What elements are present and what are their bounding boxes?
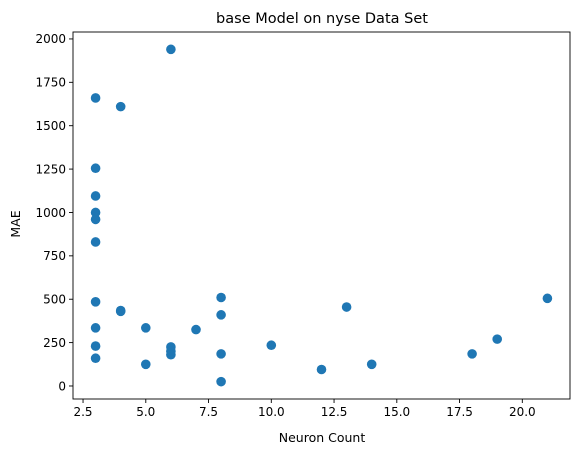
data-point bbox=[90, 341, 101, 351]
data-point bbox=[140, 359, 151, 370]
y-axis-label: MAE bbox=[8, 210, 23, 237]
plot-area bbox=[72, 31, 571, 400]
data-point bbox=[90, 297, 101, 307]
x-axis-label: Neuron Count bbox=[279, 430, 366, 445]
x-tick-label: 5.0 bbox=[136, 405, 155, 419]
y-tick-label: 1750 bbox=[35, 76, 66, 90]
y-tick-label: 0 bbox=[58, 379, 66, 393]
data-point bbox=[90, 323, 101, 333]
y-tick-label: 1000 bbox=[35, 206, 66, 220]
data-point bbox=[90, 93, 101, 103]
data-point bbox=[90, 191, 101, 201]
x-tick-label: 17.5 bbox=[446, 405, 473, 419]
data-point bbox=[115, 306, 126, 317]
data-point bbox=[467, 349, 477, 359]
data-point bbox=[115, 101, 126, 112]
data-point bbox=[316, 364, 327, 375]
data-point bbox=[216, 310, 226, 320]
data-point bbox=[166, 349, 176, 360]
y-tick-label: 1250 bbox=[35, 162, 66, 176]
data-point bbox=[90, 163, 101, 174]
x-tick-label: 20.0 bbox=[509, 405, 536, 419]
y-tick-label: 1500 bbox=[35, 119, 66, 133]
data-point bbox=[216, 292, 226, 303]
data-point bbox=[341, 302, 352, 312]
chart-title: base Model on nyse Data Set bbox=[216, 11, 428, 27]
data-point bbox=[492, 334, 503, 344]
x-tick-label: 2.5 bbox=[73, 405, 92, 419]
data-point bbox=[216, 376, 226, 387]
data-point bbox=[140, 323, 151, 333]
x-tick-label: 7.5 bbox=[199, 405, 218, 419]
data-point bbox=[166, 44, 176, 55]
x-tick-label: 15.0 bbox=[383, 405, 410, 419]
y-tick-label: 500 bbox=[43, 293, 66, 307]
x-axis: 2.5 5.0 7.5 10.0 12.5 15.0 17.5 20.0 bbox=[73, 399, 536, 419]
x-tick-label: 10.0 bbox=[258, 405, 285, 419]
data-point bbox=[542, 293, 553, 304]
plot-frame bbox=[72, 31, 571, 400]
data-point bbox=[191, 324, 201, 335]
y-tick-label: 750 bbox=[43, 249, 66, 263]
data-point bbox=[266, 340, 277, 351]
data-point bbox=[366, 359, 377, 370]
data-point bbox=[90, 207, 101, 218]
y-tick-label: 250 bbox=[43, 336, 66, 350]
x-tick-label: 12.5 bbox=[321, 405, 348, 419]
data-point bbox=[90, 237, 101, 247]
y-tick-label: 2000 bbox=[35, 32, 66, 46]
y-axis: 0 250 500 750 1000 1250 1500 1750 2000 bbox=[35, 32, 73, 393]
data-points bbox=[90, 44, 553, 387]
data-point bbox=[216, 349, 226, 359]
data-point bbox=[90, 214, 101, 225]
data-point bbox=[90, 353, 101, 364]
